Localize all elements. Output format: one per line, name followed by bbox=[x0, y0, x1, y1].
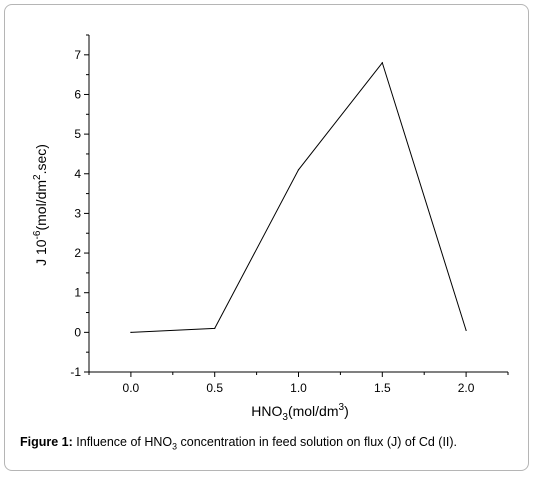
ticks: 0.0 0.5 1.0 1.5 2.0 -1 0 1 2 3 4 5 6 7 bbox=[70, 34, 509, 395]
x-tick-label: 1.5 bbox=[374, 381, 391, 395]
x-tick-label: 2.0 bbox=[458, 381, 475, 395]
caption-subscript: 3 bbox=[172, 441, 178, 452]
x-tick-label: 0.0 bbox=[123, 381, 140, 395]
y-tick-label: 6 bbox=[74, 87, 81, 101]
x-axis-label: HNO3(mol/dm3) bbox=[251, 402, 348, 423]
data-point bbox=[130, 331, 132, 333]
caption-label: Figure 1: bbox=[20, 435, 73, 449]
data-point bbox=[465, 329, 467, 331]
y-tick-label: 5 bbox=[74, 127, 81, 141]
y-tick-label: 0 bbox=[74, 325, 81, 339]
series bbox=[130, 61, 467, 333]
series-line bbox=[130, 61, 467, 333]
y-tick-label: 3 bbox=[74, 206, 81, 220]
x-tick-label: 0.5 bbox=[206, 381, 223, 395]
data-point bbox=[381, 62, 383, 64]
y-axis-label: J 10-6(mol/dm2.sec) bbox=[32, 144, 49, 266]
y-tick-label: 1 bbox=[74, 286, 81, 300]
caption-text-a: Influence of HNO bbox=[72, 435, 173, 449]
caption-text-b: concentration in feed solution on flux (… bbox=[177, 435, 458, 449]
y-tick-label: 7 bbox=[74, 48, 81, 62]
data-point bbox=[214, 327, 216, 329]
x-tick-label: 1.0 bbox=[290, 381, 307, 395]
axes bbox=[88, 35, 508, 373]
figure-caption: Figure 1: Influence of HNO3 concentratio… bbox=[20, 435, 457, 452]
y-tick-label: 2 bbox=[74, 246, 81, 260]
data-point bbox=[297, 169, 300, 171]
figure-frame bbox=[4, 4, 529, 471]
y-tick-label: 4 bbox=[74, 167, 81, 181]
y-tick-label: -1 bbox=[70, 365, 81, 379]
